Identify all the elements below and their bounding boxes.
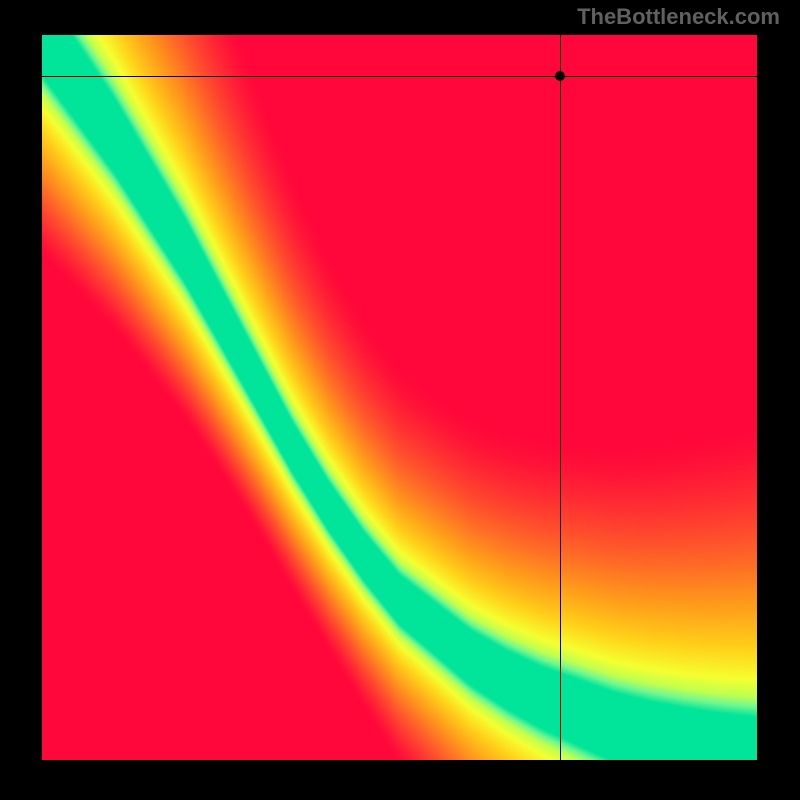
watermark-text: TheBottleneck.com	[577, 4, 780, 30]
crosshair-horizontal	[42, 76, 757, 77]
bottleneck-heatmap	[42, 35, 757, 760]
heatmap-canvas	[42, 35, 757, 760]
crosshair-vertical	[560, 35, 561, 760]
selection-marker	[555, 71, 565, 81]
